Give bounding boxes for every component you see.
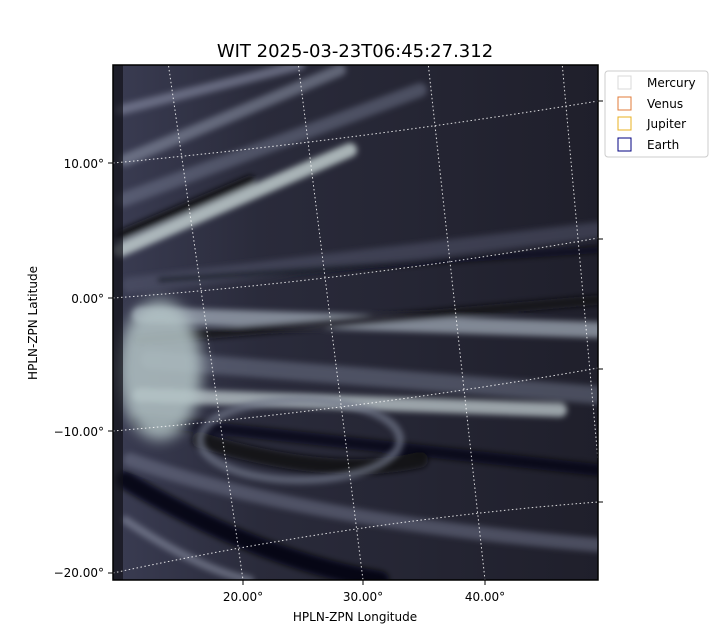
legend-label: Jupiter xyxy=(646,117,686,131)
x-axis-label: HPLN-ZPN Longitude xyxy=(293,610,417,624)
legend-swatch xyxy=(617,75,632,90)
legend-swatch xyxy=(617,96,632,111)
chart-title: WIT 2025-03-23T06:45:27.312 xyxy=(217,41,493,62)
x-tick-label: 30.00° xyxy=(343,590,383,604)
legend-label: Earth xyxy=(647,138,679,152)
x-tick-label: 40.00° xyxy=(465,590,505,604)
legend: Mercury Venus Jupiter Earth xyxy=(604,70,709,158)
legend-label: Venus xyxy=(647,97,683,111)
y-axis-label: HPLN-ZPN Latitude xyxy=(26,266,40,380)
legend-swatch xyxy=(617,137,632,152)
y-tick-label: −20.00° xyxy=(54,566,104,580)
legend-swatch xyxy=(617,116,632,131)
image xyxy=(113,65,598,580)
y-tick-label: −10.00° xyxy=(54,425,104,439)
axis-ticks xyxy=(108,100,603,585)
y-tick-label: 10.00° xyxy=(64,157,104,171)
legend-label: Mercury xyxy=(647,76,696,90)
x-tick-label: 20.00° xyxy=(223,590,263,604)
axes-frame xyxy=(112,64,599,581)
y-tick-label: 0.00° xyxy=(71,292,104,306)
